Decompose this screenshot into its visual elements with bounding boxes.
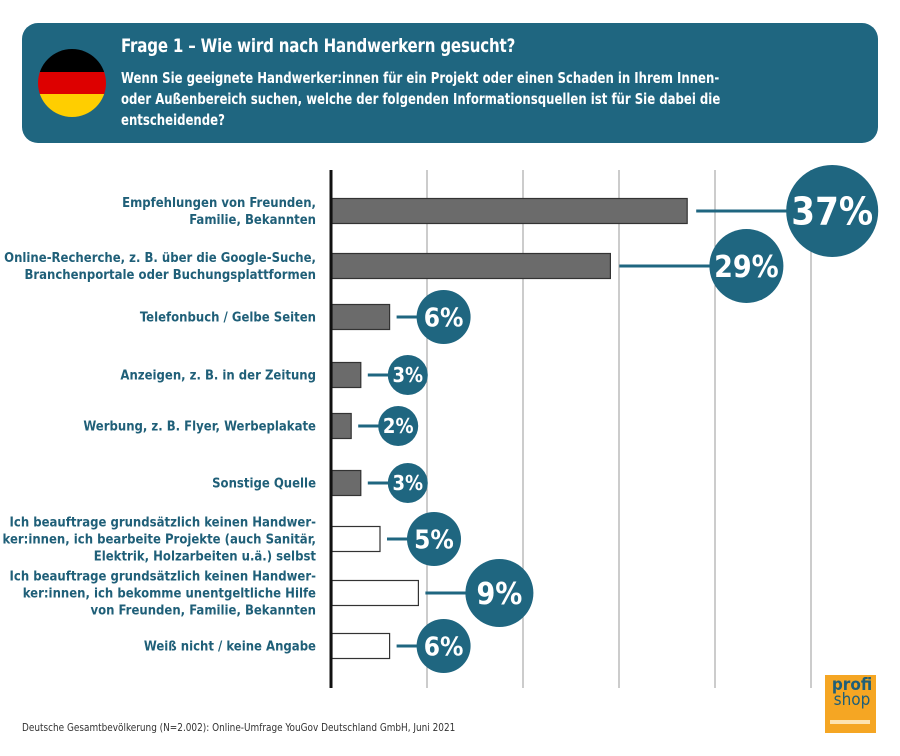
chart-question: Wenn Sie geeignete Handwerker:innen für … xyxy=(121,68,835,131)
category-label: Ich beauftrage grundsätzlich keinen Hand… xyxy=(10,516,317,531)
logo-text-shop: shop xyxy=(833,690,871,710)
flag-stripe-gold xyxy=(38,94,106,117)
germany-flag-icon xyxy=(38,49,106,117)
category-label: Anzeigen, z. B. in der Zeitung xyxy=(120,369,316,384)
bar xyxy=(331,252,611,280)
category-label: ker:innen, ich bearbeite Projekte (auch … xyxy=(3,533,316,548)
value-label: 3% xyxy=(393,363,424,387)
value-bubble xyxy=(416,290,471,344)
value-bubble xyxy=(378,406,419,446)
logo-text-profi: profi xyxy=(831,675,873,695)
category-labels: Empfehlungen von Freunden, Familie, Bekan… xyxy=(3,196,317,655)
category-label: von Freunden, Familie, Bekannten xyxy=(90,604,316,619)
bar xyxy=(331,525,381,553)
value-label: 6% xyxy=(424,303,464,333)
bar xyxy=(331,197,688,225)
category-label: Telefonbuch / Gelbe Seiten xyxy=(140,311,316,326)
bars: 37% 29% 6% 3% 2% 3% 5% 9% 6% xyxy=(331,165,879,673)
bar xyxy=(331,303,391,331)
value-bubble xyxy=(465,559,534,627)
question-line: Wenn Sie geeignete Handwerker:innen für … xyxy=(121,69,720,87)
chart-title: Frage 1 – Wie wird nach Handwerkern gesu… xyxy=(121,35,516,57)
category-label: Familie, Bekannten xyxy=(189,213,316,228)
category-label: Empfehlungen von Freunden, xyxy=(122,196,316,211)
category-label: Elektrik, Holzarbeiten u.ä.) selbst xyxy=(94,550,317,565)
value-bubble xyxy=(407,512,461,566)
bar xyxy=(331,632,391,660)
question-header xyxy=(22,23,878,143)
profishop-logo: profi shop xyxy=(825,675,876,733)
flag-stripe-red xyxy=(38,71,106,95)
value-bubble xyxy=(387,463,428,503)
value-bubble xyxy=(786,165,879,257)
value-label: 5% xyxy=(414,525,454,555)
category-label: ker:innen, ich bekomme unentgeltliche Hi… xyxy=(23,587,316,602)
category-label: Online-Recherche, z. B. über die Google-… xyxy=(4,251,316,266)
value-label: 29% xyxy=(714,250,779,285)
bar xyxy=(331,361,362,389)
bar xyxy=(331,579,420,607)
source-note: Deutsche Gesamtbevölkerung (N=2.002): On… xyxy=(22,721,456,734)
value-bubble xyxy=(387,355,428,395)
category-label: Weiß nicht / keine Angabe xyxy=(144,640,316,655)
bar xyxy=(331,469,362,497)
value-label: 37% xyxy=(791,190,873,234)
value-label: 2% xyxy=(383,414,414,438)
logo-tagline xyxy=(830,720,870,724)
question-line: oder Außenbereich suchen, welche der fol… xyxy=(121,90,721,108)
value-bubble xyxy=(709,229,784,303)
flag-stripe-black xyxy=(38,49,106,72)
value-label: 6% xyxy=(424,632,464,662)
question-line: entscheidende? xyxy=(121,111,225,129)
value-bubble xyxy=(416,619,471,673)
category-label: Ich beauftrage grundsätzlich keinen Hand… xyxy=(10,570,317,585)
category-label: Werbung, z. B. Flyer, Werbeplakate xyxy=(83,420,316,435)
category-label: Branchenportale oder Buchungsplattformen xyxy=(24,268,316,283)
value-label: 9% xyxy=(476,577,522,612)
value-label: 3% xyxy=(393,471,424,495)
bar xyxy=(331,412,352,440)
category-label: Sonstige Quelle xyxy=(212,477,316,492)
